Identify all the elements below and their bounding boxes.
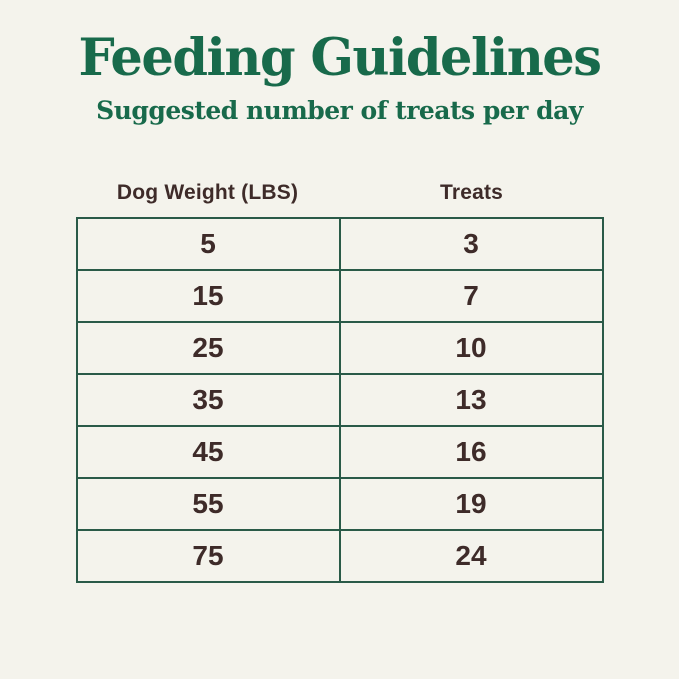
- weight-cell: 5: [75, 217, 341, 272]
- table-row: 35 13: [75, 373, 604, 428]
- treats-cell: 16: [338, 425, 604, 480]
- weight-cell: 55: [75, 477, 341, 532]
- treats-cell: 24: [338, 529, 604, 584]
- table-row: 15 7: [75, 269, 604, 324]
- column-header-dog-weight: Dog Weight (LBS): [116, 181, 299, 205]
- guidelines-table-area: Dog Weight (LBS) Treats 5 3 15 7 25 10 3…: [75, 181, 604, 584]
- table-row: 75 24: [75, 529, 604, 584]
- treats-cell: 13: [338, 373, 604, 428]
- weight-cell: 75: [75, 529, 341, 584]
- column-headers: Dog Weight (LBS) Treats: [76, 181, 604, 205]
- weight-cell: 15: [75, 269, 341, 324]
- feeding-guidelines-table: 5 3 15 7 25 10 35 13 45 16: [75, 217, 604, 584]
- treats-cell: 3: [338, 217, 604, 272]
- page-title: Feeding Guidelines: [78, 28, 602, 88]
- column-header-treats: Treats: [439, 181, 504, 205]
- weight-cell: 35: [75, 373, 341, 428]
- weight-cell: 45: [75, 425, 341, 480]
- page-subtitle: Suggested number of treats per day: [96, 96, 583, 126]
- table-row: 45 16: [75, 425, 604, 480]
- table-row: 55 19: [75, 477, 604, 532]
- table-row: 25 10: [75, 321, 604, 376]
- treats-cell: 7: [338, 269, 604, 324]
- weight-cell: 25: [75, 321, 341, 376]
- treats-cell: 10: [338, 321, 604, 376]
- treats-cell: 19: [338, 477, 604, 532]
- table-row: 5 3: [75, 217, 604, 272]
